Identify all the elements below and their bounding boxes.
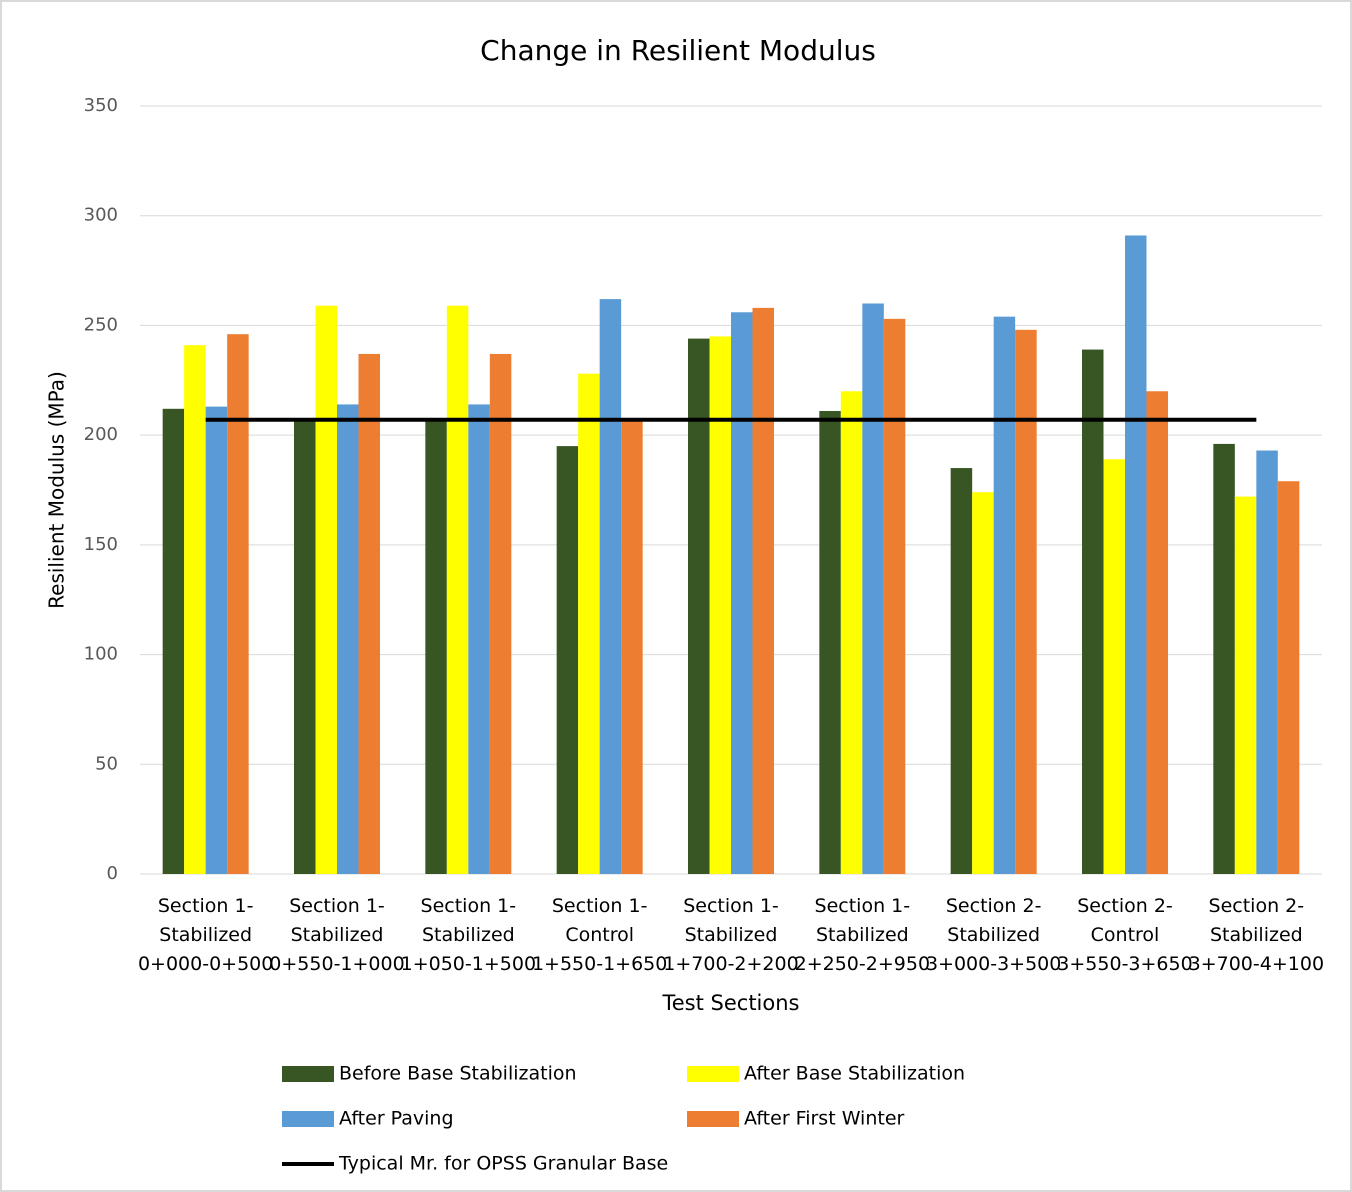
x-tick-label: Section 2-Stabilized 3+000-3+500 — [926, 895, 1061, 975]
bar — [599, 299, 622, 874]
bar — [446, 305, 469, 874]
legend-swatch — [687, 1066, 739, 1082]
bar — [358, 353, 380, 874]
bar — [621, 419, 643, 874]
x-tick-label: Section 1-Stabilized 0+550-1+000 — [269, 895, 404, 975]
legend-label: After First Winter — [744, 1108, 905, 1130]
bar — [1015, 329, 1037, 874]
y-tick-label: 300 — [84, 205, 118, 226]
bar — [731, 312, 753, 875]
bar — [184, 345, 206, 875]
y-tick-label: 0 — [107, 863, 118, 884]
y-tick-label: 150 — [84, 534, 118, 555]
x-tick-label: Section 2-Control 3+550-3+650 — [1057, 895, 1192, 975]
x-axis-title: Test Sections — [662, 991, 800, 1015]
bar — [819, 411, 841, 874]
bar — [993, 316, 1016, 874]
bar — [972, 492, 994, 874]
bar — [205, 406, 228, 874]
bar — [1146, 391, 1168, 874]
bar — [709, 336, 731, 874]
bar — [840, 391, 863, 874]
y-tick-label: 100 — [84, 644, 118, 665]
bar — [752, 307, 774, 875]
bar — [162, 408, 185, 874]
legend-label: Before Base Stabilization — [339, 1063, 577, 1085]
bar — [950, 468, 973, 874]
bar — [489, 353, 512, 874]
bar — [688, 338, 710, 874]
legend-label: After Base Stabilization — [744, 1063, 965, 1085]
x-tick-label: Section 1-Stabilized 1+700-2+200 — [663, 895, 798, 975]
bar — [1213, 443, 1235, 874]
legend-swatch — [282, 1066, 334, 1082]
bar — [294, 419, 316, 874]
y-axis-title: Resilient Modulus (MPa) — [45, 371, 69, 609]
bar — [578, 373, 600, 874]
bar — [883, 318, 906, 874]
legend-label: Typical Mr. for OPSS Granular Base — [338, 1153, 668, 1175]
y-tick-label: 200 — [84, 424, 118, 445]
bar — [1277, 481, 1300, 874]
x-tick-label: Section 2-Stabilized 3+700-4+100 — [1189, 895, 1324, 975]
y-tick-label: 250 — [84, 314, 118, 335]
bar — [1103, 459, 1125, 874]
bar — [425, 419, 447, 874]
bar — [337, 404, 359, 874]
chart-title: Change in Resilient Modulus — [480, 34, 876, 67]
legend-swatch — [282, 1111, 334, 1127]
x-tick-label: Section 1-Control 1+550-1+650 — [532, 895, 667, 975]
bar — [1082, 349, 1104, 875]
bar — [315, 305, 337, 874]
bar — [862, 303, 884, 874]
x-tick-label: Section 1-Stabilized 0+000-0+500 — [138, 895, 273, 975]
legend-label: After Paving — [339, 1108, 454, 1130]
y-tick-label: 50 — [95, 753, 118, 774]
legend-swatch — [687, 1111, 739, 1127]
y-tick-label: 350 — [84, 95, 118, 116]
bar — [1256, 450, 1278, 874]
bar — [556, 446, 579, 874]
bar — [1125, 235, 1147, 874]
x-tick-label: Section 1-Stabilized 1+050-1+500 — [401, 895, 536, 975]
bar — [1234, 496, 1257, 874]
bar — [468, 404, 490, 874]
bar — [227, 334, 249, 875]
x-tick-label: Section 1-Stabilized 2+250-2+950 — [795, 895, 930, 975]
